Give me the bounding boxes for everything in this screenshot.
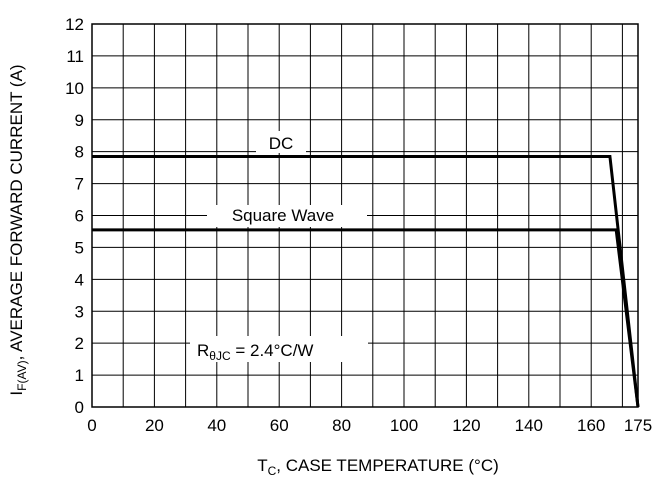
x-tick-label: 40 [207,416,226,435]
x-tick-label: 20 [145,416,164,435]
x-tick-label: 80 [332,416,351,435]
dc-label-background [256,131,306,153]
grid [91,23,639,408]
series-label-dc: DC [269,134,294,153]
y-tick-label: 6 [75,207,84,226]
series-line-dc [92,154,640,408]
square-wave-label-background [207,205,367,227]
x-axis-title: TC, CASE TEMPERATURE (°C) [257,456,499,478]
x-tick-label: 100 [390,416,418,435]
x-tick-labels: 0 20 40 60 80 100 120 140 160 175 [87,416,652,435]
y-tick-label: 7 [75,175,84,194]
y-tick-label: 9 [75,111,84,130]
x-tick-label: 0 [87,416,96,435]
y-tick-label: 12 [65,15,84,34]
plot-frame [91,23,639,408]
y-tick-label: 3 [75,302,84,321]
y-tick-label: 1 [75,366,84,385]
y-tick-label: 4 [75,270,84,289]
y-tick-label: 2 [75,334,84,353]
y-tick-label: 10 [65,79,84,98]
x-tick-label: 160 [577,416,605,435]
y-tick-label: 5 [75,238,84,257]
y-tick-label: 8 [75,143,84,162]
y-axis-title: IF(AV), AVERAGE FORWARD CURRENT (A) [7,64,29,395]
x-tick-label: 60 [270,416,289,435]
x-tick-label: 175 [624,416,652,435]
series-line-square-wave [92,228,640,408]
x-tick-label: 140 [515,416,543,435]
series-label-square-wave: Square Wave [232,206,334,225]
thermal-resistance-annotation: RθJC = 2.4°C/W [197,341,313,363]
x-tick-label: 120 [452,416,480,435]
y-tick-label: 11 [66,47,84,66]
series-lines [92,154,640,408]
y-tick-label: 0 [75,398,84,417]
annotation-background [190,336,368,362]
